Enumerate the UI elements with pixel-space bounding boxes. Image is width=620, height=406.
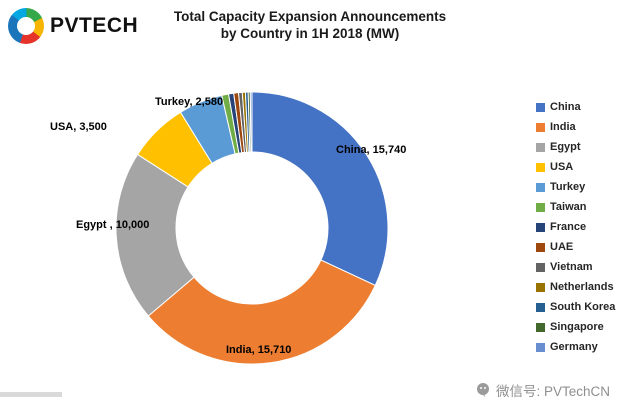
legend-item-taiwan: Taiwan <box>536 201 615 213</box>
legend-marker <box>536 202 545 212</box>
legend-item-egypt: Egypt <box>536 141 615 153</box>
legend-label: South Korea <box>550 301 616 313</box>
legend-marker <box>536 182 545 192</box>
legend-marker <box>536 102 545 112</box>
legend-marker <box>536 322 545 332</box>
legend-label: Egypt <box>550 141 581 153</box>
data-label-china: China, 15,740 <box>336 144 407 156</box>
legend-label: India <box>550 121 576 133</box>
chart-subtitle: by Country in 1H 2018 (MW) <box>220 26 400 41</box>
legend-item-china: China <box>536 101 615 113</box>
legend-label: France <box>550 221 587 233</box>
donut-slice-china <box>251 91 389 287</box>
legend-item-germany: Germany <box>536 341 615 353</box>
data-label-turkey: Turkey, 2,580 <box>155 96 224 108</box>
chart-title-block: Total Capacity Expansion Announcements b… <box>110 8 510 42</box>
divider <box>0 392 62 397</box>
legend-marker <box>536 122 545 132</box>
legend-marker <box>536 302 545 312</box>
legend-label: Singapore <box>550 321 604 333</box>
legend-marker <box>536 242 545 252</box>
chart-legend: China India Egypt USA Turkey Taiwan France UAE V… <box>536 101 615 353</box>
legend-marker <box>536 342 545 352</box>
pvtech-logo: PVTECH <box>8 8 138 44</box>
data-label-egypt: Egypt , 10,000 <box>76 219 150 231</box>
wechat-id-text: 微信号: PVTechCN <box>495 384 610 399</box>
pvtech-logo-text: PVTECH <box>50 14 139 37</box>
footer: 微信号: PVTechCN <box>475 380 610 400</box>
legend-marker <box>536 142 545 152</box>
legend-marker <box>536 262 545 272</box>
legend-label: Germany <box>550 341 598 353</box>
legend-item-netherlands: Netherlands <box>536 281 615 293</box>
legend-item-vietnam: Vietnam <box>536 261 615 273</box>
legend-item-singapore: Singapore <box>536 321 615 333</box>
legend-marker <box>536 282 545 292</box>
legend-item-turkey: Turkey <box>536 181 615 193</box>
donut-slice-germany <box>249 91 253 153</box>
legend-item-uae: UAE <box>536 241 615 253</box>
legend-label: Vietnam <box>550 261 593 273</box>
legend-item-india: India <box>536 121 615 133</box>
data-label-usa: USA, 3,500 <box>50 121 107 133</box>
legend-marker <box>536 222 545 232</box>
legend-label: China <box>550 101 581 113</box>
legend-item-usa: USA <box>536 161 615 173</box>
legend-label: USA <box>550 161 574 173</box>
legend-marker <box>536 162 545 172</box>
donut-slice-india <box>147 259 376 365</box>
pvtech-logo-icon <box>8 8 44 44</box>
legend-label: Turkey <box>550 181 586 193</box>
legend-item-south-korea: South Korea <box>536 301 615 313</box>
data-label-india: India, 15,710 <box>226 344 292 356</box>
wechat-icon <box>476 383 489 397</box>
legend-label: Taiwan <box>550 201 587 213</box>
chart-title: Total Capacity Expansion Announcements <box>173 9 447 24</box>
legend-label: Netherlands <box>550 281 614 293</box>
legend-label: UAE <box>550 241 574 253</box>
legend-item-france: France <box>536 221 615 233</box>
